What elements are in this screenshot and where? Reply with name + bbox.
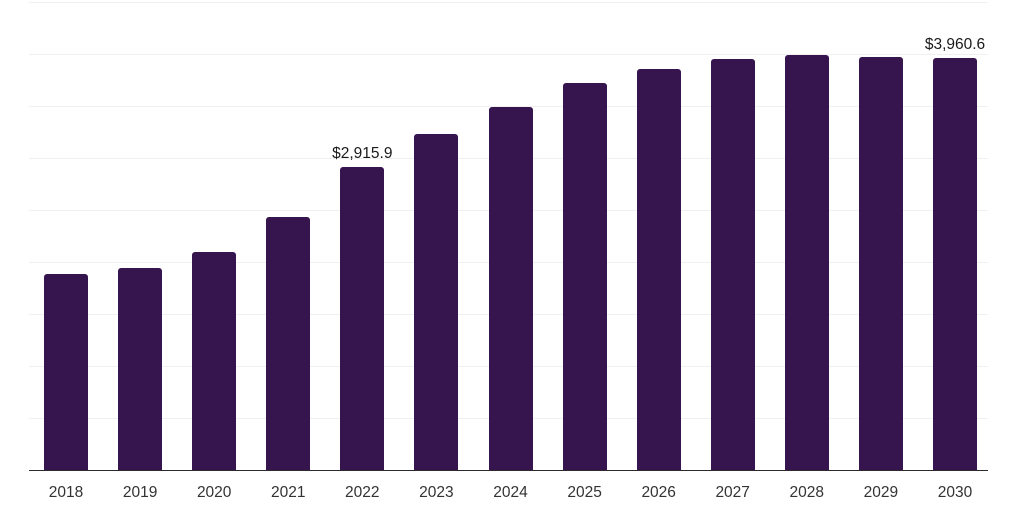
- x-tick-label-2028: 2028: [789, 484, 825, 501]
- bar-2021: [266, 217, 311, 470]
- x-tick-label-2029: 2029: [863, 484, 899, 501]
- bar-2019: [118, 268, 163, 470]
- gridline-4000: [29, 54, 988, 55]
- gridline-4500: [29, 2, 988, 3]
- x-tick-label-2022: 2022: [345, 484, 380, 501]
- x-tick-label-2027: 2027: [715, 484, 750, 501]
- x-tick-label-2019: 2019: [122, 484, 158, 501]
- bar-2030: [933, 58, 977, 470]
- bar-2020: [192, 251, 237, 470]
- bar-2024: [488, 106, 533, 470]
- bar-2028: [784, 55, 829, 470]
- bar-2027: [710, 59, 755, 470]
- x-tick-label-2025: 2025: [567, 484, 602, 501]
- x-axis-line: [29, 469, 988, 471]
- bar-2029: [858, 56, 903, 470]
- x-tick-label-2021: 2021: [271, 484, 306, 501]
- x-tick-label-2020: 2020: [196, 484, 232, 501]
- x-tick-label-2018: 2018: [48, 484, 84, 501]
- bar-2023: [414, 134, 459, 470]
- data-label-2022: $2,915.9: [332, 144, 393, 162]
- bar-2026: [636, 68, 681, 470]
- x-tick-label-2030: 2030: [937, 484, 973, 501]
- x-tick-label-2023: 2023: [419, 484, 454, 501]
- bar-2022: [340, 166, 385, 470]
- data-label-2030: $3,960.6: [924, 36, 986, 54]
- x-tick-label-2024: 2024: [493, 484, 528, 501]
- bar-2018: [44, 274, 88, 470]
- bar-2025: [562, 83, 607, 470]
- x-tick-label-2026: 2026: [641, 484, 676, 501]
